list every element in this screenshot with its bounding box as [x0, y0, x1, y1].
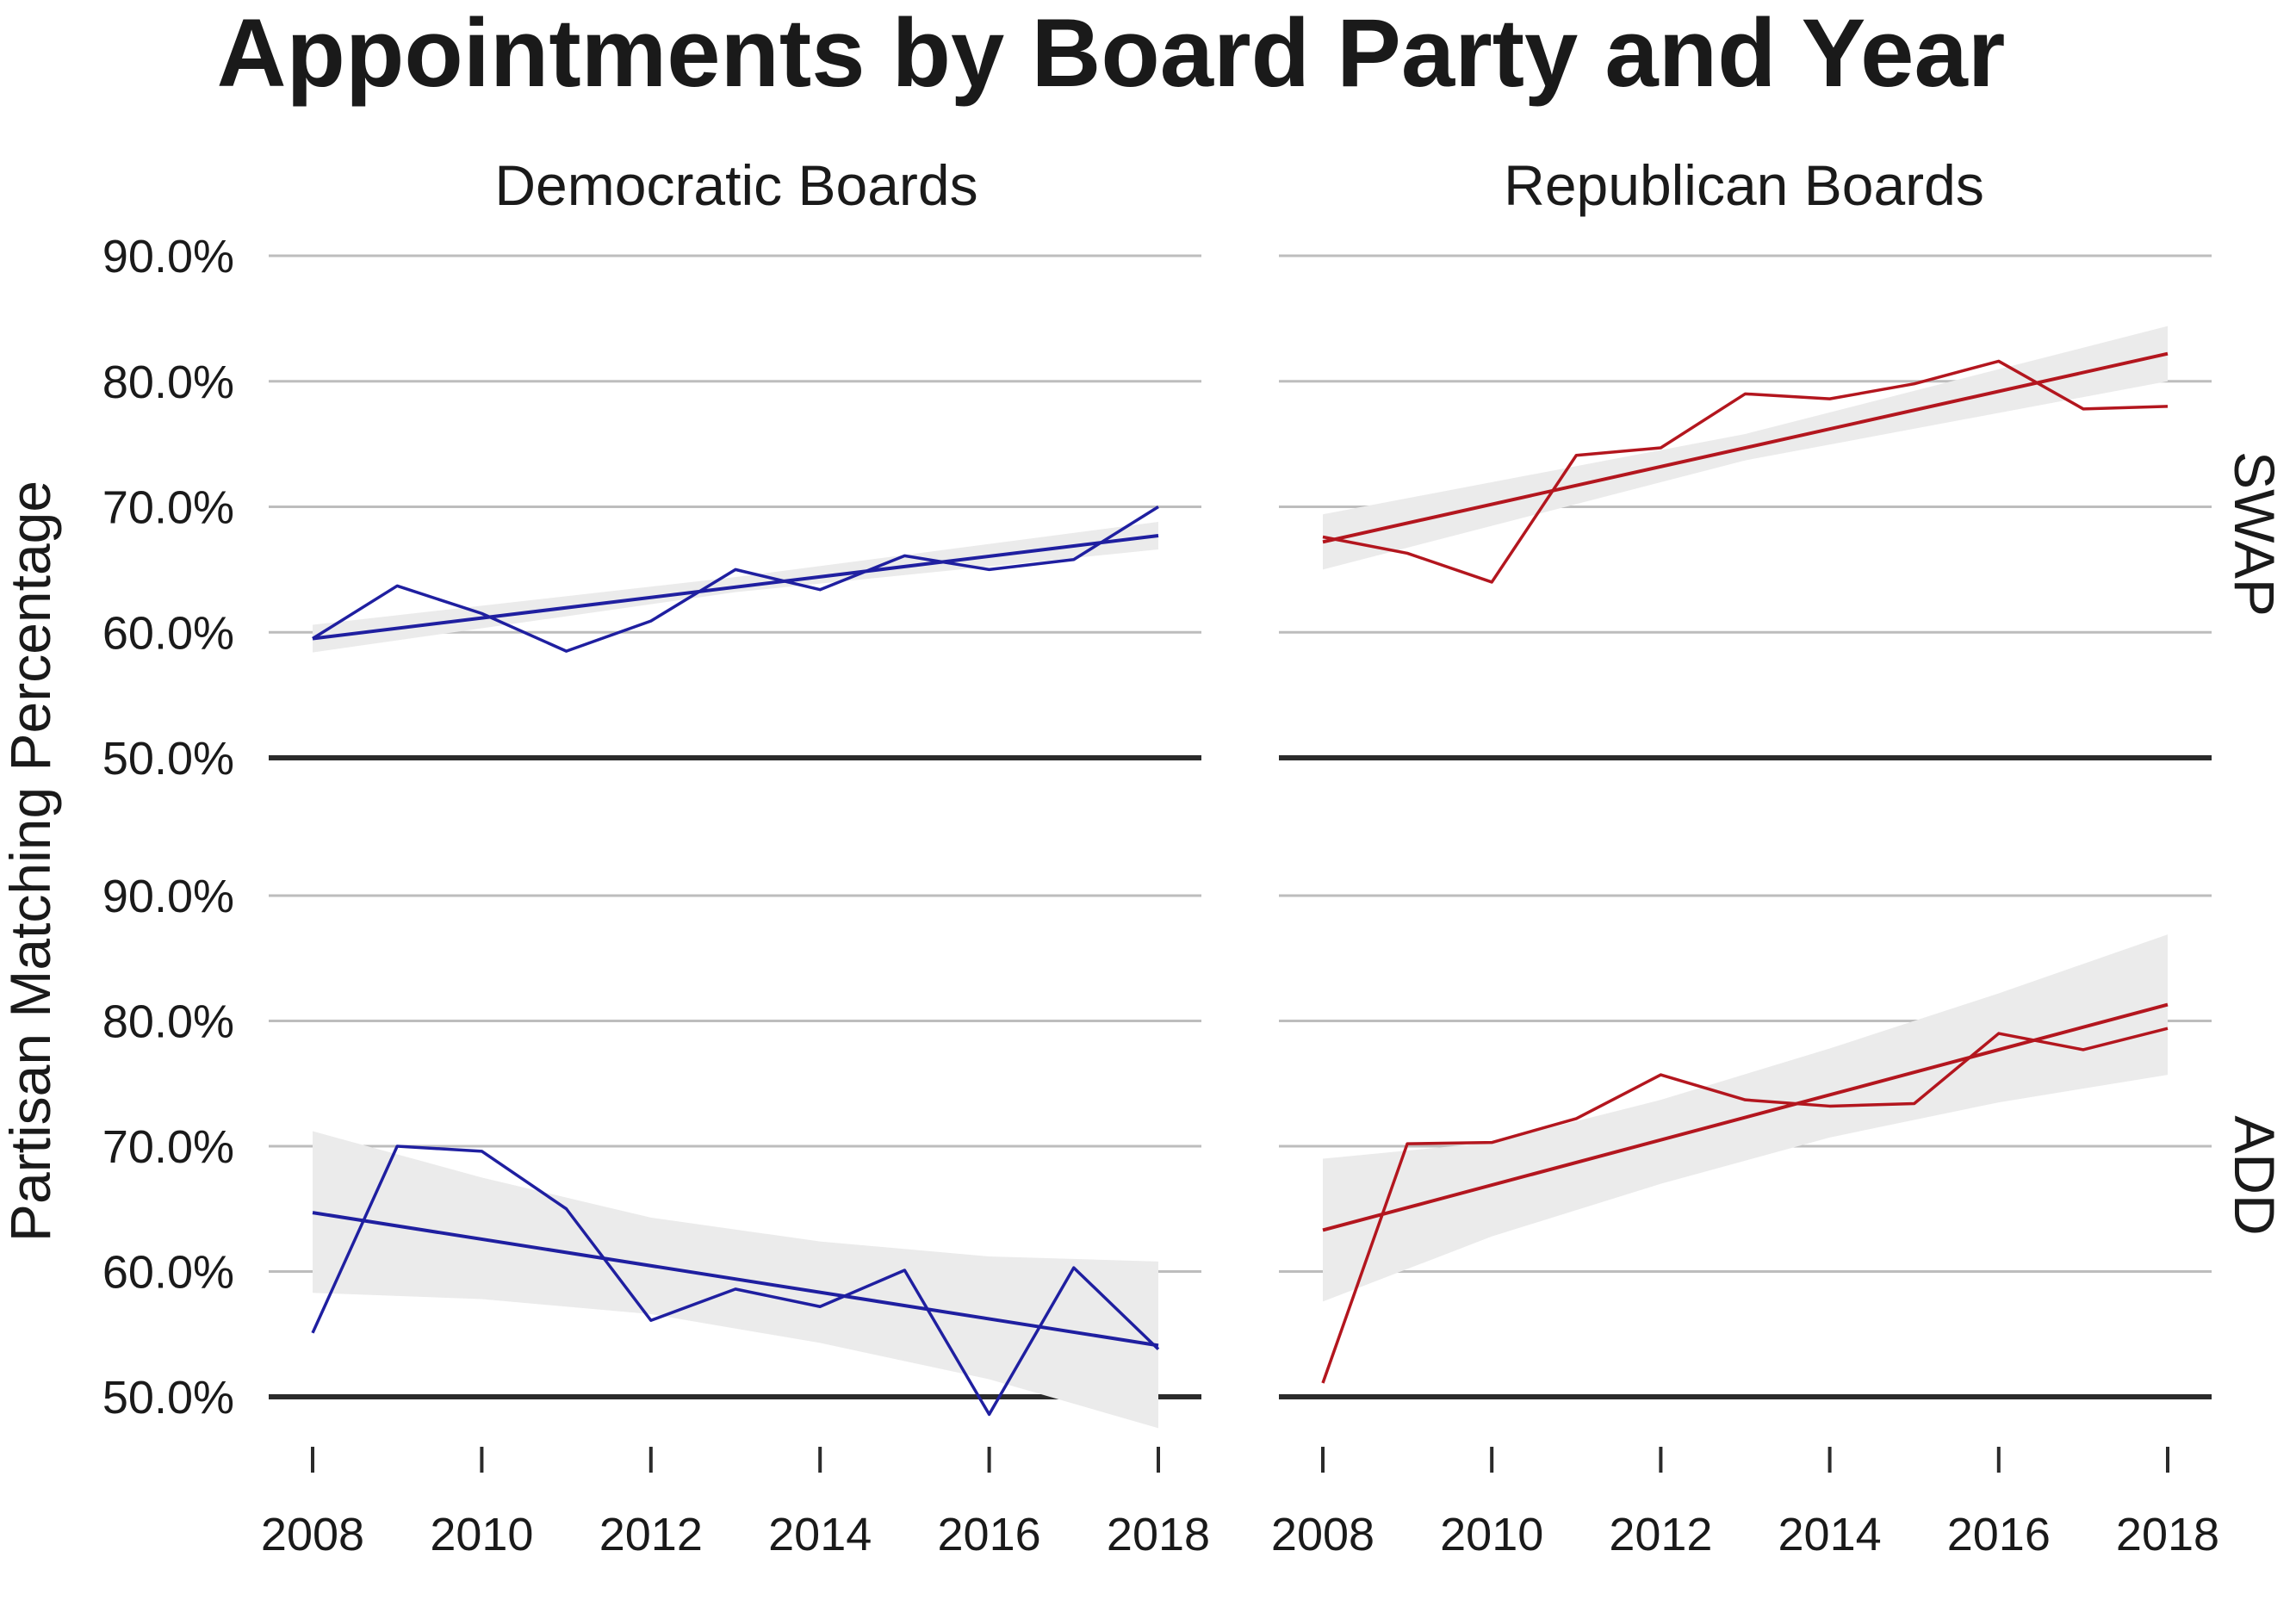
x-tick-label: 2018 [2116, 1509, 2219, 1560]
x-tick-label: 2018 [1107, 1509, 1210, 1560]
trend-line-add-democratic [312, 1211, 1159, 1348]
x-tick-label: 2012 [1609, 1509, 1712, 1560]
y-tick-label: 60.0% [102, 607, 234, 659]
trend-line-add-republican [1322, 1002, 2169, 1232]
y-ticks-group: 50.0% 60.0% 70.0% 80.0% 90.0% 50.0% 60.0% 70.0%… [102, 231, 234, 1424]
series-line-swap-democratic [312, 506, 1159, 653]
x-tick-label: 2016 [1947, 1509, 2051, 1560]
y-tick-label: 50.0% [102, 1372, 234, 1424]
y-tick-label: 60.0% [102, 1247, 234, 1299]
panels-group [269, 254, 2212, 1429]
y-tick-label: 90.0% [102, 231, 234, 282]
y-tick-label: 50.0% [102, 733, 234, 785]
series-line-add-republican [1321, 1027, 2169, 1384]
x-tick-label: 2016 [938, 1509, 1041, 1560]
x-tick-label: 2010 [430, 1509, 533, 1560]
y-axis-label: Partisan Matching Percentage [0, 481, 62, 1242]
x-tick-label: 2014 [768, 1509, 872, 1560]
column-label-republican: Republican Boards [1504, 153, 1984, 217]
trend-line-swap-democratic [312, 534, 1159, 641]
x-tick-label: 2012 [599, 1509, 703, 1560]
row-label-swap: SWAP [2223, 451, 2287, 617]
x-tick-label: 2010 [1440, 1509, 1543, 1560]
y-tick-label: 70.0% [102, 482, 234, 534]
column-label-democratic: Democratic Boards [494, 153, 977, 217]
y-tick-label: 80.0% [102, 357, 234, 408]
x-tick-label: 2008 [1271, 1509, 1374, 1560]
series-line-add-democratic [311, 1144, 1160, 1417]
x-tick-label: 2008 [261, 1509, 364, 1560]
x-tick-label: 2014 [1778, 1509, 1882, 1560]
row-label-add: ADD [2223, 1115, 2287, 1235]
x-axis-group: 2008 2010 2012 2014 2016 2018 2008 2010 2012 2014… [261, 1447, 2219, 1560]
trend-line-swap-republican [1322, 351, 2169, 544]
y-tick-label: 70.0% [102, 1121, 234, 1173]
y-tick-label: 80.0% [102, 996, 234, 1048]
chart-title: Appointments by Board Party and Year [217, 0, 2006, 107]
series-line-swap-republican [1322, 359, 2169, 584]
y-tick-label: 90.0% [102, 871, 234, 922]
